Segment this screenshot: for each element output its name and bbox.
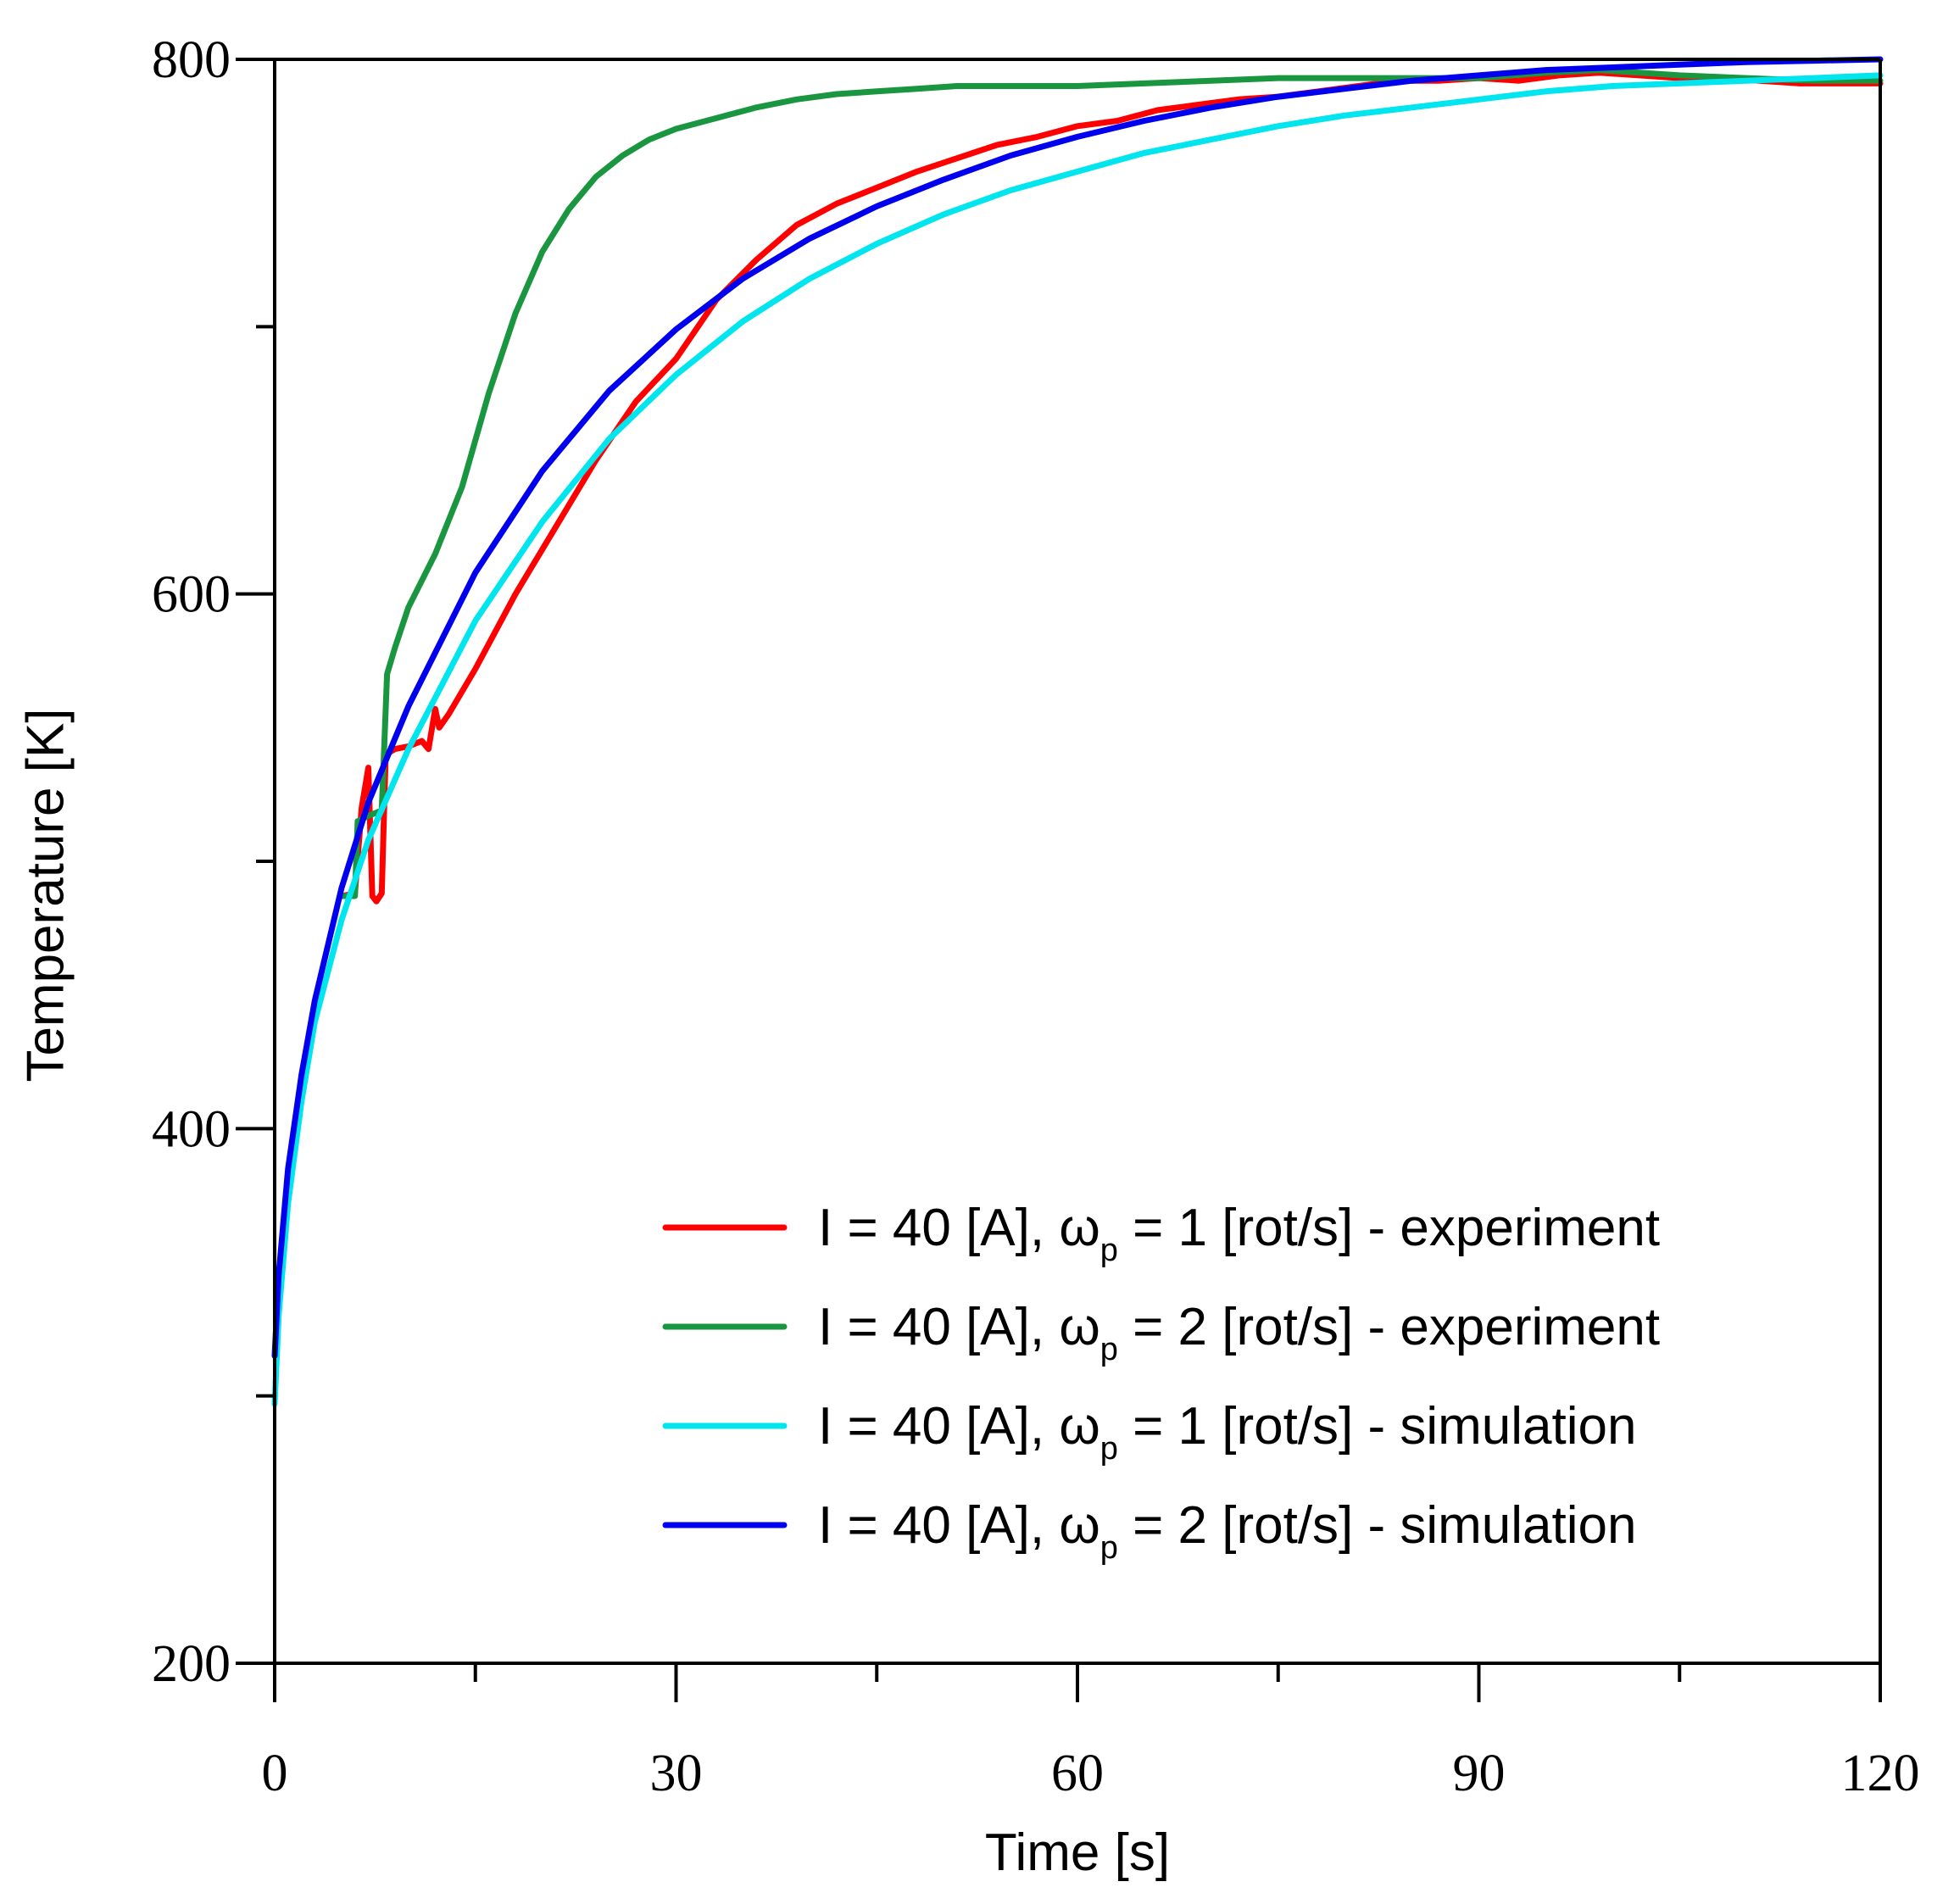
legend-label-subscript: p xyxy=(1100,1332,1118,1367)
x-tick-label: 60 xyxy=(1051,1745,1104,1802)
y-tick-label: 200 xyxy=(152,1635,231,1693)
legend-label-3: I = 40 [A], ωp = 1 [rot/s] - simulation xyxy=(818,1397,1637,1467)
y-tick-label: 400 xyxy=(152,1100,231,1158)
y-tick-label: 600 xyxy=(152,566,231,624)
x-tick-label: 90 xyxy=(1453,1745,1506,1802)
y-axis-title: Temperature [K] xyxy=(16,708,75,1082)
legend-label-main: I = 40 [A], ω xyxy=(818,1397,1100,1456)
legend-label-rest: = 2 [rot/s] - simulation xyxy=(1118,1496,1637,1555)
legend-label-subscript: p xyxy=(1100,1431,1118,1467)
legend-label-subscript: p xyxy=(1100,1530,1118,1566)
legend-label-main: I = 40 [A], ω xyxy=(818,1298,1100,1356)
legend-label-4: I = 40 [A], ωp = 2 [rot/s] - simulation xyxy=(818,1496,1637,1566)
legend-label-subscript: p xyxy=(1100,1233,1118,1268)
series-line-3 xyxy=(271,72,1884,1407)
y-tick-label: 800 xyxy=(152,31,231,89)
axes-layer: 200 400 600 800 0 30 60 90 120 xyxy=(152,31,1920,1802)
series-layer xyxy=(271,56,1884,1407)
legend-label-2: I = 40 [A], ωp = 2 [rot/s] - experiment xyxy=(818,1298,1660,1367)
legend-label-main: I = 40 [A], ω xyxy=(818,1199,1100,1257)
series-line-1 xyxy=(338,70,1884,905)
legend-label-main: I = 40 [A], ω xyxy=(818,1496,1100,1555)
x-axis-title: Time [s] xyxy=(985,1823,1170,1882)
x-tick-label: 30 xyxy=(650,1745,703,1802)
x-tick-label: 0 xyxy=(262,1745,288,1802)
series-line-4 xyxy=(271,56,1884,1359)
legend-label-rest: = 1 [rot/s] - experiment xyxy=(1118,1199,1660,1257)
legend-label-rest: = 2 [rot/s] - experiment xyxy=(1118,1298,1660,1356)
legend-label-1: I = 40 [A], ωp = 1 [rot/s] - experiment xyxy=(818,1199,1660,1268)
legend-label-rest: = 1 [rot/s] - simulation xyxy=(1118,1397,1637,1456)
legend: I = 40 [A], ωp = 1 [rot/s] - experimentI… xyxy=(662,1199,1660,1566)
x-tick-label: 120 xyxy=(1841,1745,1920,1802)
